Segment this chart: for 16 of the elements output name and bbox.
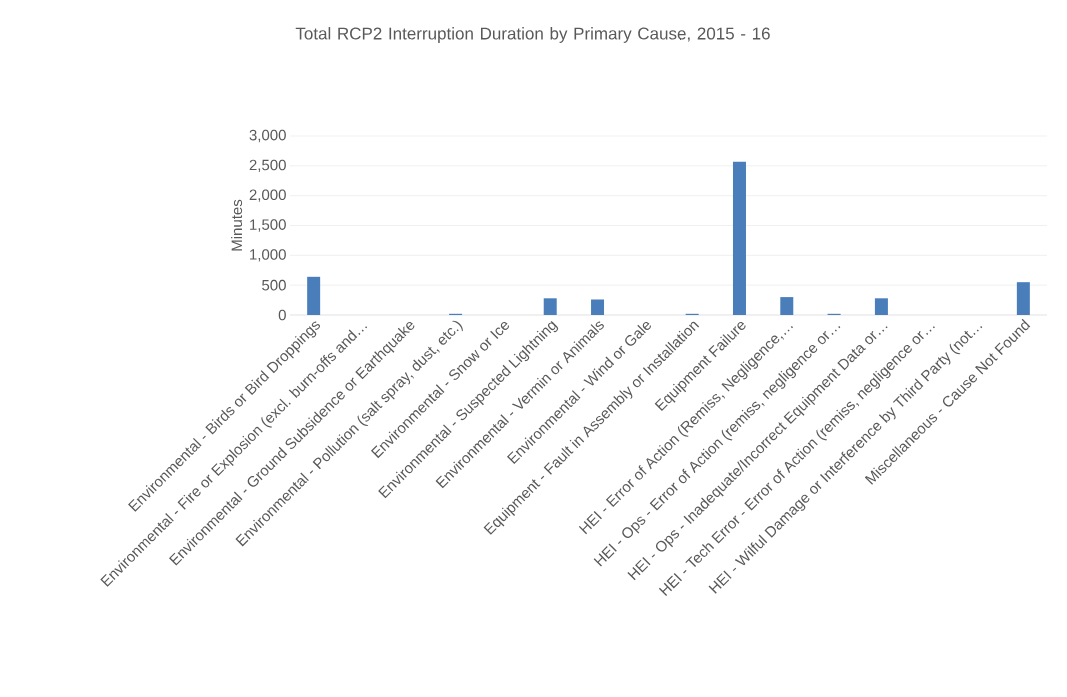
chart-title: Total RCP2 Interruption Duration by Primary Cause, 2015 - 16	[295, 27, 770, 43]
y-tick-label: 1,000	[250, 249, 286, 262]
y-tick-label: 2,000	[249, 189, 286, 202]
bar	[874, 298, 888, 315]
bar	[543, 298, 557, 315]
bar	[307, 276, 321, 315]
y-tick-label: 0	[278, 309, 286, 321]
y-tick-label: 2,500	[249, 159, 286, 173]
bar	[732, 161, 746, 315]
y-tick-label: 3,000	[249, 129, 286, 143]
y-tick-label: 500	[262, 279, 286, 291]
bar	[1016, 282, 1030, 315]
y-tick-label: 1,500	[250, 219, 286, 232]
y-axis-title: Minutes	[231, 199, 243, 251]
bar	[780, 297, 794, 315]
bar	[591, 299, 605, 315]
